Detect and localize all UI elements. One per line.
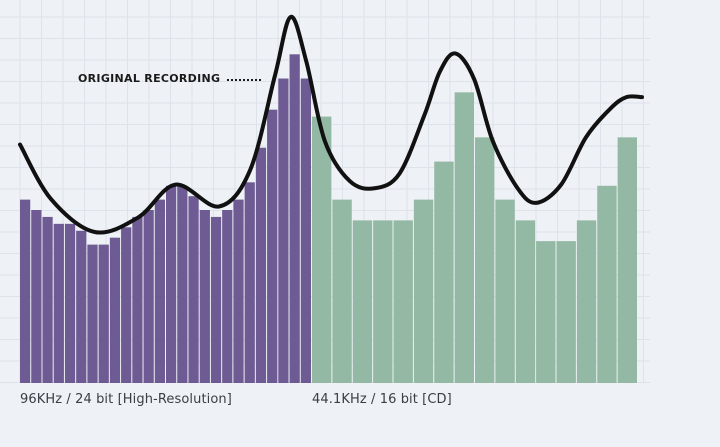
bar-cd-8 xyxy=(454,92,474,384)
bar-cd-10 xyxy=(495,199,515,383)
bar-high-res-16 xyxy=(188,196,199,383)
bar-high-res-20 xyxy=(233,199,244,383)
bar-series xyxy=(20,54,637,384)
bar-cd-5 xyxy=(393,220,413,383)
bar-high-res-21 xyxy=(244,182,255,383)
annotation-leader-dots xyxy=(227,79,261,81)
bar-high-res-22 xyxy=(255,147,267,383)
bar-high-res-14 xyxy=(166,185,177,383)
bar-high-res-4 xyxy=(53,223,64,383)
bar-high-res-18 xyxy=(210,216,222,383)
bar-cd-11 xyxy=(515,220,536,383)
bar-high-res-1 xyxy=(20,199,31,383)
bar-high-res-11 xyxy=(132,216,143,383)
bar-cd-6 xyxy=(413,199,434,383)
high-resolution-caption: 96KHz / 24 bit [High-Resolution] xyxy=(20,392,232,407)
bar-cd-2 xyxy=(332,199,352,383)
bar-cd-14 xyxy=(576,220,597,383)
bar-high-res-13 xyxy=(154,199,165,383)
bar-cd-1 xyxy=(312,116,332,383)
bar-high-res-3 xyxy=(42,216,53,383)
bar-high-res-12 xyxy=(143,210,154,383)
bar-high-res-26 xyxy=(300,78,311,384)
bar-cd-13 xyxy=(556,241,576,383)
bar-high-res-5 xyxy=(64,223,76,383)
bar-high-res-17 xyxy=(199,210,210,383)
bar-cd-3 xyxy=(352,220,373,383)
bar-high-res-19 xyxy=(222,210,233,383)
original-recording-curve xyxy=(18,15,644,235)
bar-cd-16 xyxy=(617,137,637,383)
bar-cd-9 xyxy=(475,137,495,383)
bar-high-res-24 xyxy=(278,78,289,384)
bar-high-res-9 xyxy=(109,237,121,383)
bar-high-res-23 xyxy=(267,109,278,383)
bar-high-res-25 xyxy=(289,54,300,384)
bar-cd-4 xyxy=(373,220,393,383)
original-recording-label: ORIGINAL RECORDING xyxy=(78,72,221,85)
bar-high-res-6 xyxy=(76,230,87,383)
bar-high-res-15 xyxy=(177,185,188,383)
bar-high-res-2 xyxy=(31,210,42,383)
bar-high-res-7 xyxy=(87,244,98,383)
bar-cd-7 xyxy=(434,161,454,383)
bar-high-res-8 xyxy=(98,244,109,383)
bar-cd-12 xyxy=(536,241,556,383)
bar-high-res-10 xyxy=(121,227,132,383)
bar-cd-15 xyxy=(597,185,617,383)
cd-caption: 44.1KHz / 16 bit [CD] xyxy=(312,392,452,407)
